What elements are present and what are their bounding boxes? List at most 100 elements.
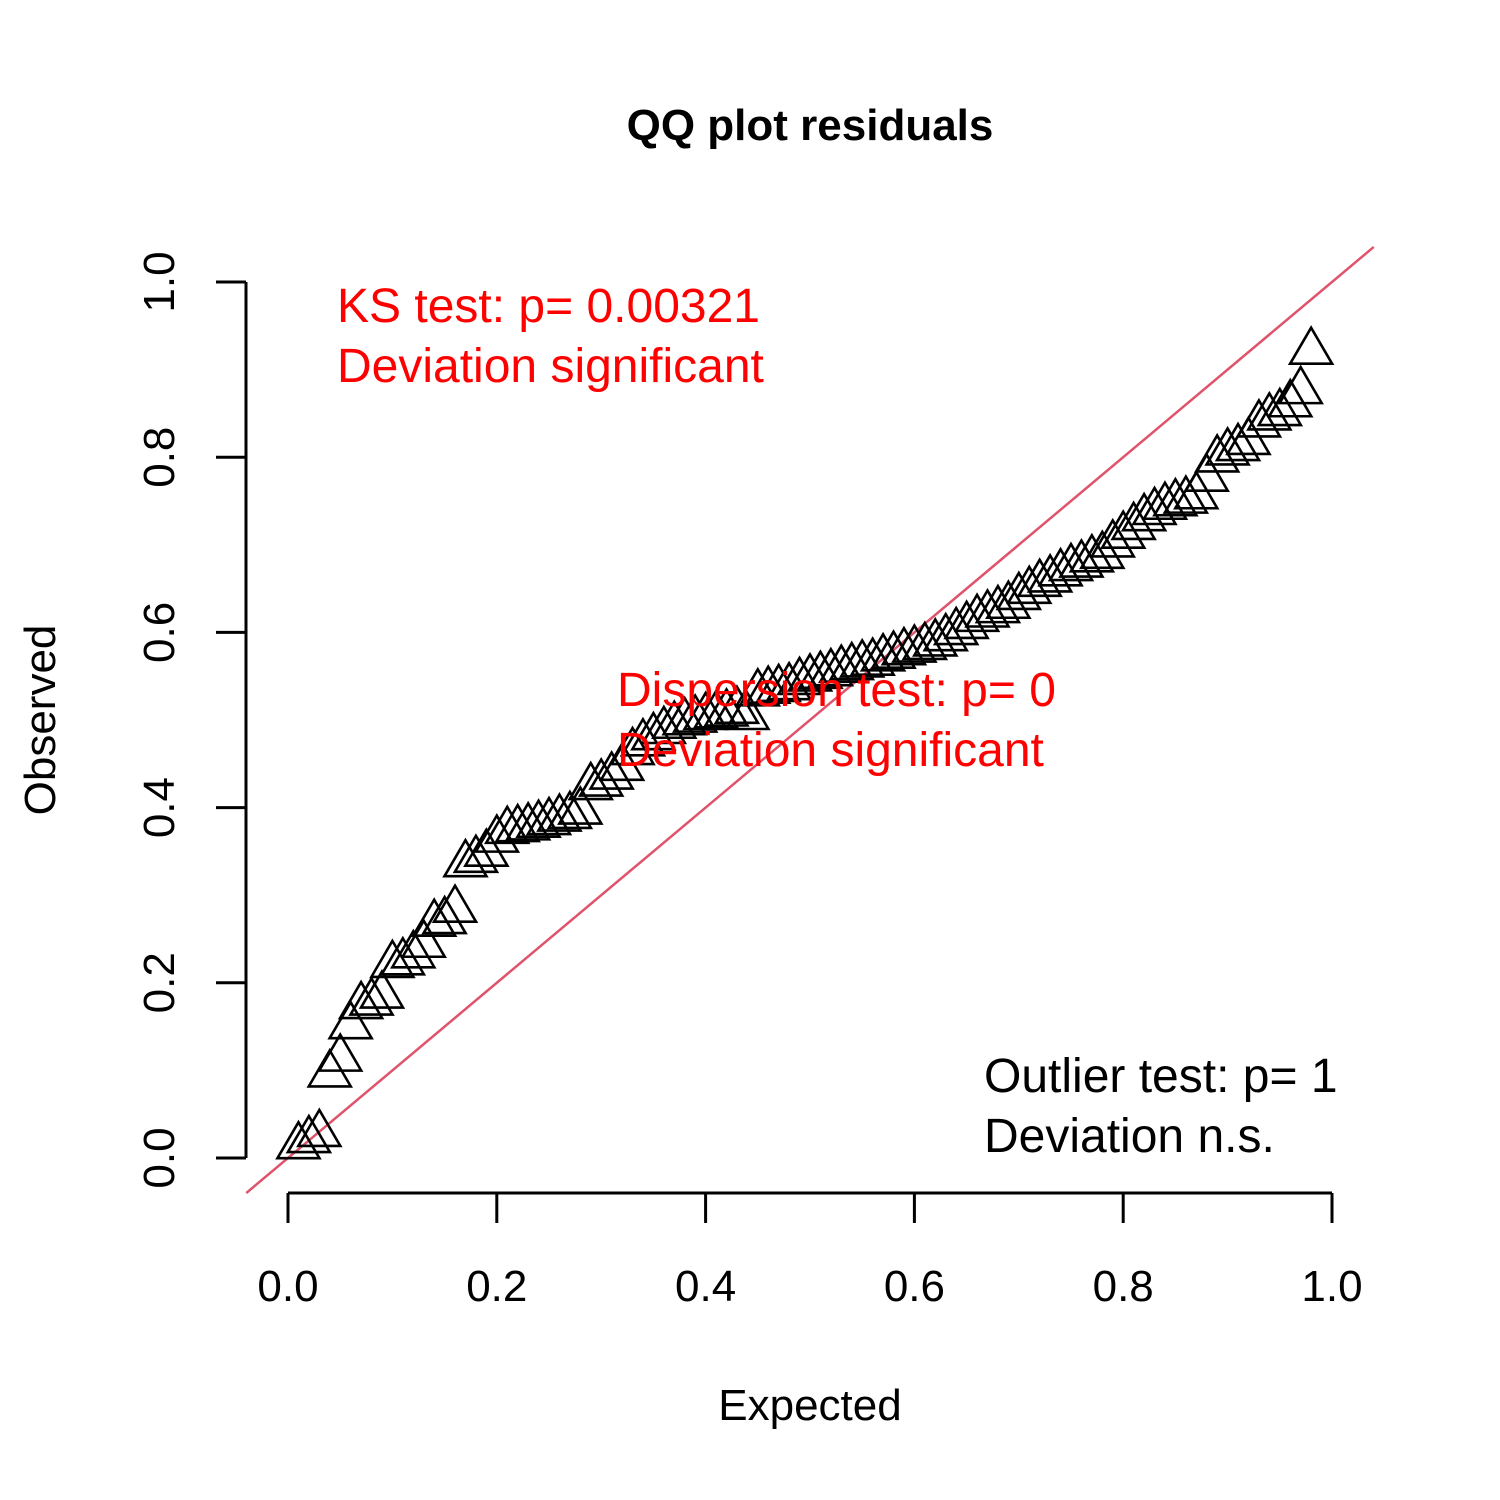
data-point bbox=[316, 1032, 364, 1072]
data-point bbox=[901, 620, 949, 661]
data-point bbox=[1131, 485, 1178, 526]
data-point bbox=[494, 802, 541, 843]
data-point bbox=[1266, 377, 1314, 418]
data-point bbox=[536, 792, 583, 832]
data-point bbox=[609, 725, 656, 766]
data-point bbox=[1079, 529, 1126, 570]
data-point bbox=[671, 693, 719, 733]
data-point bbox=[296, 1107, 343, 1148]
data-point bbox=[369, 938, 416, 979]
data-point bbox=[1235, 397, 1283, 438]
annotation-top-left-line-2: Deviation significant bbox=[337, 340, 764, 393]
data-point bbox=[390, 928, 437, 969]
data-point bbox=[400, 918, 447, 959]
data-point bbox=[483, 804, 531, 845]
data-point bbox=[859, 631, 907, 672]
data-point bbox=[870, 629, 917, 669]
reference-line bbox=[245, 246, 1375, 1194]
data-point bbox=[1246, 390, 1293, 431]
data-point bbox=[891, 622, 938, 663]
data-point bbox=[651, 699, 698, 740]
annotation-center-line-1: Dispersion test: p= 0 bbox=[617, 664, 1056, 717]
data-point bbox=[640, 704, 688, 745]
x-tick-label: 0.8 bbox=[1093, 1262, 1154, 1311]
data-point bbox=[744, 664, 792, 705]
y-axis-title: Observed bbox=[16, 625, 65, 816]
data-point bbox=[703, 686, 750, 727]
data-point bbox=[828, 640, 876, 681]
x-axis-title: Expected bbox=[718, 1381, 901, 1430]
annotation-center-line-2: Deviation significant bbox=[617, 724, 1044, 777]
data-point bbox=[776, 655, 823, 696]
data-point bbox=[525, 795, 573, 836]
data-point bbox=[849, 636, 896, 676]
y-tick-label: 0.2 bbox=[135, 952, 184, 1013]
y-tick-label: 1.0 bbox=[135, 251, 184, 312]
chart-title: QQ plot residuals bbox=[627, 101, 994, 150]
data-point bbox=[358, 968, 406, 1009]
y-tick-label: 0.4 bbox=[135, 777, 184, 838]
x-tick-label: 1.0 bbox=[1301, 1262, 1362, 1311]
x-tick-label: 0.2 bbox=[466, 1262, 527, 1311]
data-point bbox=[463, 827, 510, 867]
data-point bbox=[755, 662, 802, 703]
y-tick-label: 0.8 bbox=[135, 427, 184, 488]
x-tick-label: 0.6 bbox=[884, 1262, 945, 1311]
x-axis: 0.0 0.2 0.4 0.6 0.8 1.0 bbox=[257, 1191, 1363, 1311]
data-point bbox=[337, 979, 385, 1020]
data-point bbox=[1110, 500, 1157, 541]
annotation-bottom-right-line-1: Outlier test: p= 1 bbox=[984, 1050, 1338, 1103]
data-point bbox=[275, 1119, 322, 1160]
data-point bbox=[577, 756, 625, 797]
data-point bbox=[807, 646, 855, 687]
data-point bbox=[985, 579, 1032, 620]
data-point bbox=[1204, 425, 1251, 466]
annotation-bottom-right-line-2: Deviation n.s. bbox=[984, 1110, 1275, 1163]
data-point bbox=[692, 688, 740, 729]
data-point bbox=[588, 749, 635, 790]
data-point bbox=[1256, 386, 1304, 427]
data-point bbox=[880, 625, 928, 666]
data-point bbox=[661, 695, 708, 736]
data-point bbox=[1214, 421, 1262, 462]
data-point bbox=[1162, 474, 1210, 514]
data-point bbox=[1287, 325, 1335, 366]
annotation-top-left-line-1: KS test: p= 0.00321 bbox=[337, 280, 760, 333]
data-point bbox=[431, 883, 479, 924]
data-point bbox=[410, 897, 458, 938]
data-point bbox=[557, 785, 604, 825]
data-point bbox=[1152, 476, 1199, 517]
data-point bbox=[1037, 546, 1084, 587]
data-point bbox=[765, 660, 813, 701]
data-point bbox=[473, 813, 521, 853]
data-point bbox=[838, 637, 886, 678]
data-points bbox=[275, 325, 1335, 1160]
data-point bbox=[1058, 537, 1105, 578]
data-point bbox=[285, 1113, 333, 1154]
data-point bbox=[1068, 532, 1116, 573]
y-axis: 0.0 0.2 0.4 0.6 0.8 1.0 bbox=[135, 251, 248, 1189]
data-point bbox=[348, 975, 395, 1016]
data-point bbox=[1026, 552, 1074, 593]
data-point bbox=[327, 999, 374, 1040]
data-point bbox=[421, 894, 468, 935]
data-point bbox=[797, 649, 844, 690]
data-point bbox=[1277, 364, 1324, 405]
data-point bbox=[1141, 480, 1189, 521]
data-point bbox=[786, 651, 834, 692]
data-point bbox=[504, 800, 552, 841]
data-point bbox=[953, 592, 1001, 633]
data-point bbox=[452, 833, 500, 874]
data-point bbox=[682, 690, 729, 731]
data-point bbox=[724, 690, 771, 731]
data-point bbox=[546, 789, 594, 830]
data-point bbox=[630, 710, 677, 751]
data-point bbox=[1120, 491, 1168, 532]
y-tick-label: 0.0 bbox=[135, 1127, 184, 1188]
annotations: KS test: p= 0.00321 Deviation significant… bbox=[337, 280, 1338, 1163]
x-tick-label: 0.0 bbox=[257, 1262, 318, 1311]
data-point bbox=[442, 837, 489, 878]
x-tick-label: 0.4 bbox=[675, 1262, 736, 1311]
data-point bbox=[515, 798, 562, 839]
